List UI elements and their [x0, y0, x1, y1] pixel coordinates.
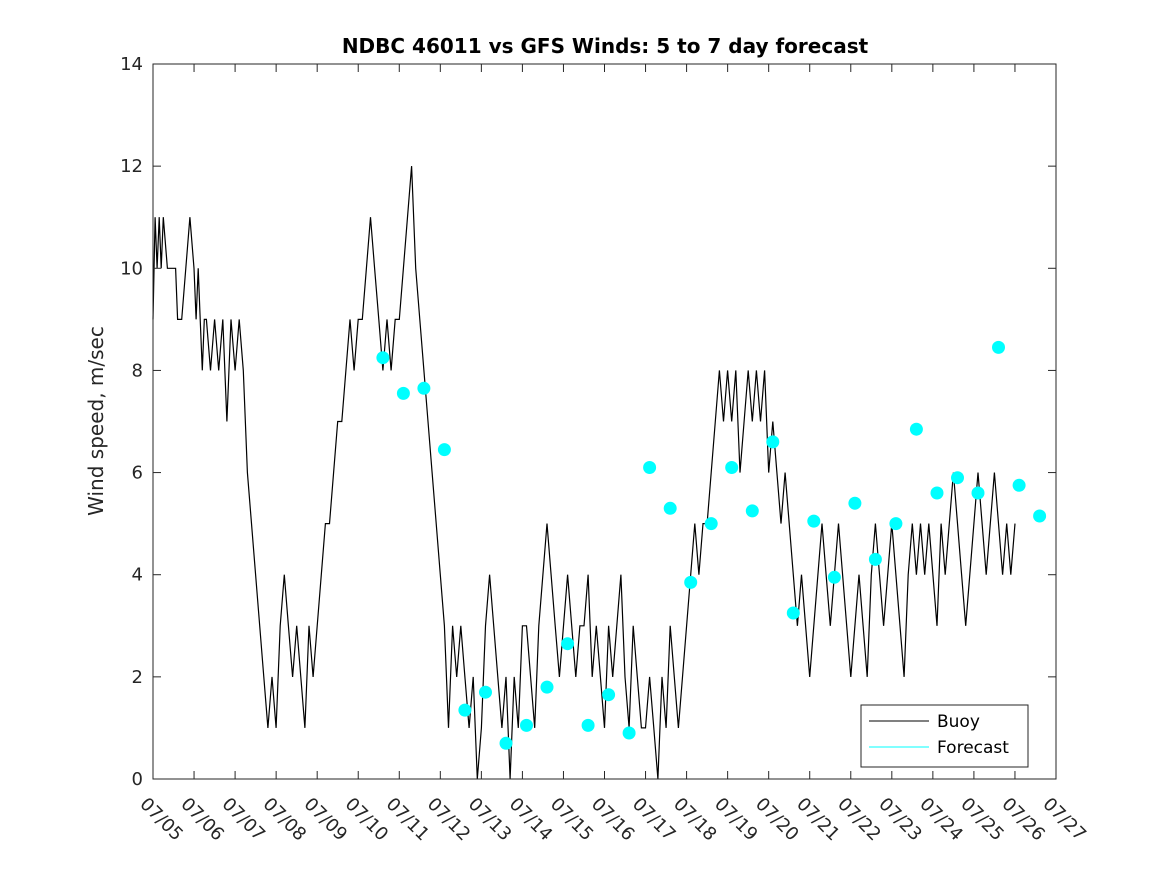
- forecast-marker: [725, 461, 739, 474]
- forecast-marker: [992, 340, 1005, 354]
- forecast-marker: [499, 736, 513, 750]
- y-axis-label: Wind speed, m/sec: [84, 326, 108, 516]
- forecast-marker: [909, 422, 923, 436]
- y-tick-label: 0: [132, 769, 143, 790]
- forecast-marker: [479, 685, 492, 699]
- forecast-marker: [540, 680, 554, 694]
- forecast-marker: [396, 386, 410, 400]
- forecast-marker: [745, 504, 759, 518]
- chart-title: NDBC 46011 vs GFS Winds: 5 to 7 day fore…: [342, 34, 869, 58]
- forecast-marker: [827, 570, 841, 584]
- forecast-marker: [622, 726, 636, 740]
- forecast-marker: [848, 496, 862, 510]
- forecast-marker: [807, 514, 821, 528]
- forecast-marker: [663, 501, 677, 515]
- forecast-marker: [1012, 478, 1026, 492]
- forecast-marker: [766, 435, 780, 449]
- legend-label-forecast: Forecast: [937, 738, 1009, 758]
- legend-label-buoy: Buoy: [937, 712, 980, 732]
- forecast-marker: [581, 718, 595, 732]
- y-tick-label: 6: [132, 463, 143, 484]
- forecast-marker: [1033, 509, 1047, 523]
- y-tick-label: 14: [120, 54, 143, 75]
- forecast-marker: [602, 688, 616, 702]
- series-line-buoy: [152, 166, 1016, 780]
- forecast-marker: [868, 552, 882, 566]
- y-tick-label: 10: [120, 258, 143, 279]
- forecast-marker: [930, 486, 944, 500]
- forecast-marker: [684, 575, 698, 589]
- forecast-marker: [417, 381, 431, 395]
- forecast-marker: [951, 471, 964, 485]
- forecast-marker: [643, 461, 657, 474]
- forecast-marker: [786, 606, 800, 620]
- forecast-marker: [971, 486, 985, 500]
- forecast-marker: [520, 718, 533, 732]
- forecast-marker: [704, 517, 718, 531]
- y-tick-label: 8: [132, 360, 143, 381]
- y-tick-label: 2: [132, 667, 143, 688]
- forecast-marker: [458, 703, 472, 717]
- y-tick-label: 12: [120, 156, 143, 177]
- forecast-marker: [889, 517, 903, 531]
- marker-layer: [376, 340, 1047, 750]
- forecast-marker: [376, 351, 390, 365]
- legend-box: [860, 704, 1029, 768]
- series-layer: [152, 166, 1016, 780]
- legend: Buoy Forecast: [860, 704, 1029, 768]
- forecast-marker: [437, 443, 451, 457]
- y-axis: 0 2 4 6 8 10 12 14: [120, 54, 1056, 790]
- y-tick-label: 4: [132, 565, 143, 586]
- forecast-marker: [561, 637, 575, 651]
